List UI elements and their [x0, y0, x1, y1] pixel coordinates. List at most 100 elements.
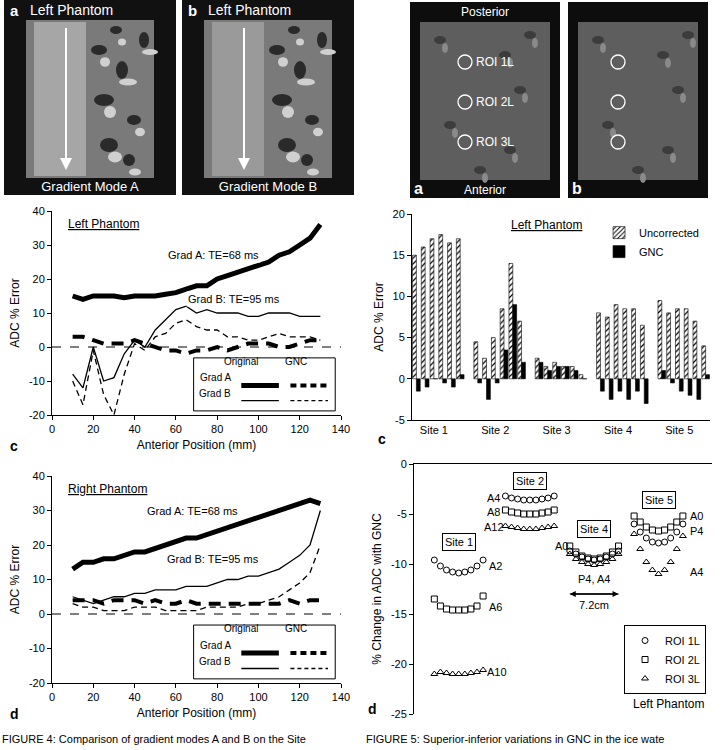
- svg-text:GNC: GNC: [639, 246, 664, 258]
- svg-text:20: 20: [87, 691, 99, 703]
- svg-text:100: 100: [249, 423, 267, 435]
- svg-text:A0: A0: [555, 540, 568, 552]
- svg-text:c: c: [10, 438, 18, 454]
- svg-text:Grad B: Grad B: [199, 388, 231, 399]
- svg-text:Site 5: Site 5: [645, 494, 673, 506]
- svg-text:-10: -10: [29, 642, 45, 654]
- svg-text:0: 0: [39, 341, 45, 353]
- svg-text:ROI 3L: ROI 3L: [476, 135, 514, 149]
- svg-text:ROI 2L: ROI 2L: [476, 95, 514, 109]
- svg-text:Site 4: Site 4: [580, 523, 608, 535]
- svg-text:Grad B: Grad B: [199, 656, 231, 667]
- svg-text:Left Phantom: Left Phantom: [68, 217, 139, 231]
- svg-text:Posterior: Posterior: [461, 5, 509, 19]
- svg-text:Grad A: TE=68 ms: Grad A: TE=68 ms: [168, 249, 259, 261]
- svg-text:A10: A10: [487, 666, 507, 678]
- svg-text:60: 60: [170, 691, 182, 703]
- svg-text:20: 20: [87, 423, 99, 435]
- svg-text:7.2cm: 7.2cm: [579, 599, 609, 611]
- svg-text:Site 1: Site 1: [420, 424, 448, 436]
- svg-text:140: 140: [332, 691, 350, 703]
- svg-text:80: 80: [211, 691, 223, 703]
- svg-text:ROI 1L: ROI 1L: [665, 635, 700, 647]
- svg-text:15: 15: [393, 249, 405, 261]
- svg-text:a: a: [10, 2, 19, 19]
- svg-text:Right Phantom: Right Phantom: [68, 482, 147, 496]
- svg-text:Gradient Mode B: Gradient Mode B: [219, 179, 317, 194]
- svg-text:30: 30: [33, 504, 45, 516]
- svg-text:-25: -25: [391, 708, 407, 720]
- svg-text:40: 40: [128, 423, 140, 435]
- svg-text:-20: -20: [29, 677, 45, 689]
- svg-text:20: 20: [393, 208, 405, 220]
- svg-text:b: b: [188, 2, 197, 19]
- svg-text:A4: A4: [690, 566, 703, 578]
- svg-text:A8: A8: [487, 506, 500, 518]
- svg-text:0: 0: [49, 691, 55, 703]
- svg-text:-10: -10: [29, 375, 45, 387]
- svg-text:80: 80: [211, 423, 223, 435]
- svg-text:A2: A2: [489, 560, 502, 572]
- svg-text:A4: A4: [487, 492, 500, 504]
- svg-text:Left Phantom: Left Phantom: [633, 697, 704, 711]
- svg-text:100: 100: [249, 691, 267, 703]
- svg-text:A6: A6: [489, 601, 502, 613]
- svg-text:A12: A12: [484, 521, 504, 533]
- svg-text:P4, A4: P4, A4: [578, 573, 610, 585]
- svg-text:ADC % Error: ADC % Error: [372, 282, 386, 351]
- svg-text:Site 3: Site 3: [543, 424, 571, 436]
- svg-text:c: c: [378, 431, 386, 447]
- svg-text:20: 20: [33, 539, 45, 551]
- svg-text:5: 5: [399, 331, 405, 343]
- svg-text:60: 60: [170, 423, 182, 435]
- svg-text:ROI 2L: ROI 2L: [665, 654, 700, 666]
- svg-text:Site 4: Site 4: [604, 424, 632, 436]
- svg-text:Anterior Position (mm): Anterior Position (mm): [137, 438, 256, 452]
- svg-text:0: 0: [49, 423, 55, 435]
- svg-text:0: 0: [401, 458, 407, 470]
- svg-text:Grad A: TE=68 ms: Grad A: TE=68 ms: [147, 505, 238, 517]
- svg-text:40: 40: [33, 470, 45, 482]
- svg-text:a: a: [414, 180, 423, 197]
- svg-text:Site 5: Site 5: [665, 424, 693, 436]
- svg-text:40: 40: [33, 205, 45, 217]
- svg-text:Grad B: TE=95 ms: Grad B: TE=95 ms: [188, 293, 280, 305]
- svg-text:ADC % Error: ADC % Error: [8, 545, 22, 614]
- svg-text:-20: -20: [29, 409, 45, 421]
- svg-text:Original: Original: [224, 356, 258, 367]
- svg-text:-5: -5: [397, 508, 407, 520]
- svg-text:10: 10: [33, 307, 45, 319]
- svg-text:Anterior Position (mm): Anterior Position (mm): [137, 706, 256, 720]
- svg-text:d: d: [10, 706, 19, 722]
- svg-text:-15: -15: [391, 608, 407, 620]
- svg-text:Site 2: Site 2: [481, 424, 509, 436]
- svg-text:Original: Original: [224, 623, 258, 634]
- svg-text:Uncorrected: Uncorrected: [639, 227, 699, 239]
- svg-text:ROI 1L: ROI 1L: [476, 55, 514, 69]
- svg-text:30: 30: [33, 239, 45, 251]
- svg-text:b: b: [572, 180, 582, 197]
- svg-text:Left Phantom: Left Phantom: [30, 2, 113, 18]
- svg-text:Site 2: Site 2: [516, 475, 544, 487]
- svg-text:Grad A: Grad A: [200, 372, 231, 383]
- svg-text:10: 10: [393, 290, 405, 302]
- svg-text:0: 0: [399, 373, 405, 385]
- svg-text:ADC % Error: ADC % Error: [8, 278, 22, 347]
- svg-text:Anterior: Anterior: [464, 183, 506, 197]
- svg-text:A0: A0: [690, 510, 703, 522]
- svg-text:-10: -10: [391, 558, 407, 570]
- svg-text:20: 20: [33, 273, 45, 285]
- svg-text:140: 140: [332, 423, 350, 435]
- svg-text:d: d: [368, 701, 377, 717]
- svg-text:Grad B: TE=95 ms: Grad B: TE=95 ms: [167, 553, 259, 565]
- svg-text:120: 120: [291, 691, 309, 703]
- svg-text:0: 0: [39, 608, 45, 620]
- svg-text:% Change in ADC with GNC: % Change in ADC with GNC: [370, 513, 384, 665]
- svg-text:P4: P4: [690, 525, 703, 537]
- svg-text:ROI 3L: ROI 3L: [665, 673, 700, 685]
- svg-text:Site 1: Site 1: [445, 536, 473, 548]
- svg-text:-20: -20: [391, 658, 407, 670]
- svg-text:GNC: GNC: [285, 356, 307, 367]
- svg-text:120: 120: [291, 423, 309, 435]
- svg-text:GNC: GNC: [285, 623, 307, 634]
